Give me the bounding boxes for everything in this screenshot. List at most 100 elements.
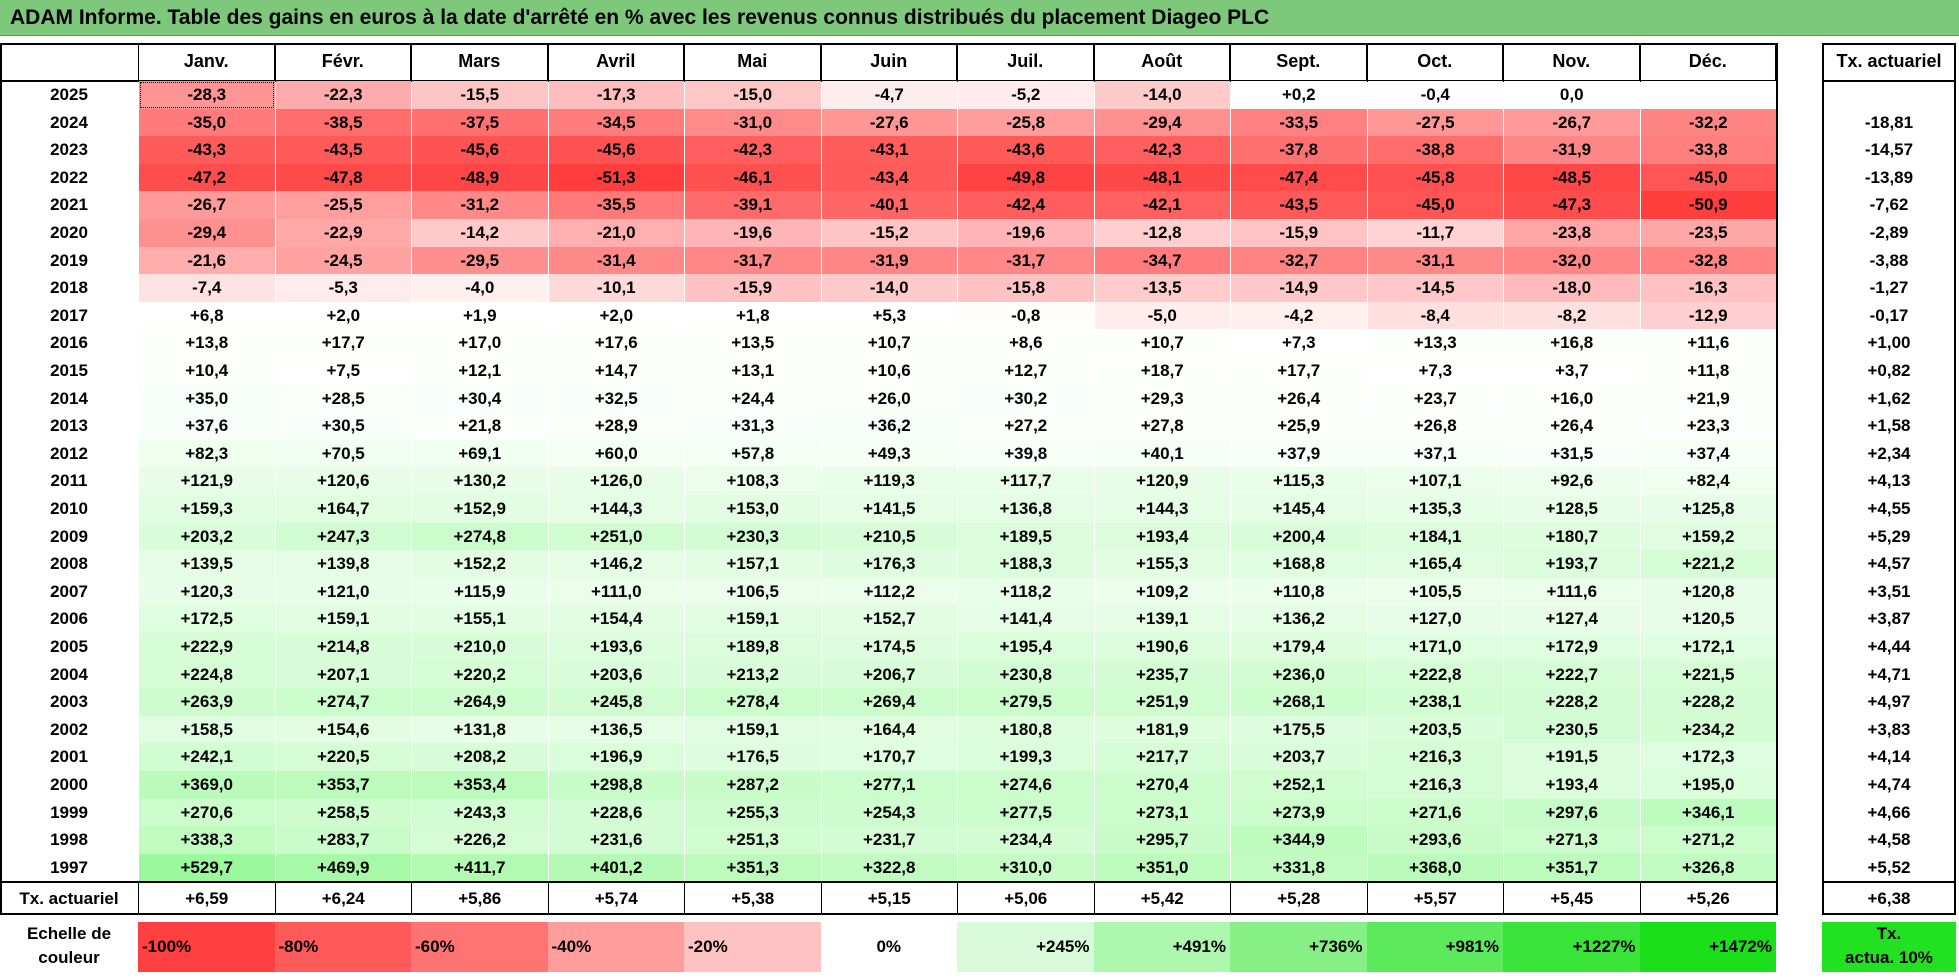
table-cell[interactable]: +164,7: [275, 495, 411, 523]
table-cell[interactable]: +193,7: [1504, 550, 1640, 578]
table-cell[interactable]: -22,3: [275, 81, 411, 109]
table-cell[interactable]: +164,4: [821, 715, 957, 744]
table-cell[interactable]: +153,0: [685, 495, 821, 523]
table-cell[interactable]: +128,5: [1504, 495, 1640, 523]
table-cell[interactable]: +351,7: [1504, 853, 1640, 882]
table-cell[interactable]: -48,5: [1504, 163, 1640, 192]
table-cell[interactable]: +154,6: [275, 715, 411, 744]
table-cell[interactable]: +207,1: [275, 660, 411, 689]
table-cell[interactable]: +234,4: [958, 826, 1094, 854]
table-cell[interactable]: +57,8: [685, 439, 821, 468]
table-cell[interactable]: +7,5: [275, 357, 411, 385]
table-cell[interactable]: -45,0: [1640, 163, 1776, 192]
table-cell[interactable]: +125,8: [1640, 495, 1776, 523]
table-cell[interactable]: +159,3: [139, 495, 275, 523]
table-cell[interactable]: +115,3: [1231, 467, 1367, 495]
table-cell[interactable]: -12,9: [1640, 301, 1776, 330]
table-cell[interactable]: +228,2: [1640, 688, 1776, 716]
table-cell[interactable]: +23,3: [1640, 412, 1776, 440]
table-cell[interactable]: +271,2: [1640, 826, 1776, 854]
table-cell[interactable]: +115,9: [412, 577, 548, 606]
table-cell[interactable]: -43,6: [958, 136, 1094, 164]
table-cell[interactable]: +154,4: [548, 605, 684, 633]
table-cell[interactable]: +252,1: [1231, 771, 1367, 799]
table-cell[interactable]: +175,5: [1231, 715, 1367, 744]
table-cell[interactable]: +247,3: [275, 522, 411, 551]
table-cell[interactable]: +127,4: [1504, 605, 1640, 633]
table-cell[interactable]: +206,7: [821, 660, 957, 689]
table-cell[interactable]: +273,9: [1231, 798, 1367, 827]
table-cell[interactable]: +141,5: [821, 495, 957, 523]
table-cell[interactable]: +238,1: [1367, 688, 1503, 716]
table-cell[interactable]: -31,4: [548, 246, 684, 275]
table-cell[interactable]: +17,0: [412, 329, 548, 357]
table-cell[interactable]: +120,9: [1094, 467, 1230, 495]
table-cell[interactable]: -33,5: [1231, 108, 1367, 137]
table-cell[interactable]: -47,2: [139, 163, 275, 192]
table-cell[interactable]: +136,5: [548, 715, 684, 744]
table-cell[interactable]: +196,9: [548, 743, 684, 771]
table-cell[interactable]: +130,2: [412, 467, 548, 495]
table-cell[interactable]: +7,3: [1231, 329, 1367, 357]
table-cell[interactable]: -31,7: [685, 246, 821, 275]
table-cell[interactable]: +213,2: [685, 660, 821, 689]
table-cell[interactable]: +112,2: [821, 577, 957, 606]
table-cell[interactable]: +180,8: [958, 715, 1094, 744]
table-cell[interactable]: +144,3: [548, 495, 684, 523]
table-cell[interactable]: -25,8: [958, 108, 1094, 137]
table-cell[interactable]: +13,3: [1367, 329, 1503, 357]
table-cell[interactable]: +168,8: [1231, 550, 1367, 578]
table-cell[interactable]: +152,2: [412, 550, 548, 578]
table-cell[interactable]: +214,8: [275, 633, 411, 661]
table-cell[interactable]: -33,8: [1640, 136, 1776, 164]
table-cell[interactable]: +14,7: [548, 357, 684, 385]
table-cell[interactable]: +368,0: [1367, 853, 1503, 882]
table-cell[interactable]: -25,5: [275, 191, 411, 219]
table-cell[interactable]: +274,8: [412, 522, 548, 551]
table-cell[interactable]: +228,6: [548, 798, 684, 827]
table-cell[interactable]: +152,9: [412, 495, 548, 523]
table-cell[interactable]: +189,5: [958, 522, 1094, 551]
table-cell[interactable]: +193,4: [1094, 522, 1230, 551]
table-cell[interactable]: -13,5: [1094, 274, 1230, 302]
table-cell[interactable]: -51,3: [548, 163, 684, 192]
table-cell[interactable]: -14,5: [1367, 274, 1503, 302]
table-cell[interactable]: +111,6: [1504, 577, 1640, 606]
table-cell[interactable]: +222,7: [1504, 660, 1640, 689]
table-cell[interactable]: -35,0: [139, 108, 275, 137]
table-cell[interactable]: +17,7: [275, 329, 411, 357]
table-cell[interactable]: +216,3: [1367, 771, 1503, 799]
table-cell[interactable]: +203,7: [1231, 743, 1367, 771]
table-cell[interactable]: +271,6: [1367, 798, 1503, 827]
table-cell[interactable]: +165,4: [1367, 550, 1503, 578]
table-cell[interactable]: +26,0: [821, 384, 957, 413]
table-cell[interactable]: -10,1: [548, 274, 684, 302]
table-cell[interactable]: -32,0: [1504, 246, 1640, 275]
table-cell[interactable]: +29,3: [1094, 384, 1230, 413]
table-cell[interactable]: +172,3: [1640, 743, 1776, 771]
table-cell[interactable]: +231,6: [548, 826, 684, 854]
table-cell[interactable]: -15,9: [1231, 219, 1367, 247]
table-cell[interactable]: +251,3: [685, 826, 821, 854]
table-cell[interactable]: -16,3: [1640, 274, 1776, 302]
table-cell[interactable]: +230,8: [958, 660, 1094, 689]
table-cell[interactable]: +13,1: [685, 357, 821, 385]
table-cell[interactable]: +245,8: [548, 688, 684, 716]
table-cell[interactable]: -15,0: [685, 81, 821, 109]
table-cell[interactable]: +199,3: [958, 743, 1094, 771]
table-cell[interactable]: +297,6: [1504, 798, 1640, 827]
table-cell[interactable]: +322,8: [821, 853, 957, 882]
table-cell[interactable]: +120,8: [1640, 577, 1776, 606]
table-cell[interactable]: +109,2: [1094, 577, 1230, 606]
table-cell[interactable]: +30,4: [412, 384, 548, 413]
table-cell[interactable]: +35,0: [139, 384, 275, 413]
table-cell[interactable]: +126,0: [548, 467, 684, 495]
table-cell[interactable]: +230,3: [685, 522, 821, 551]
table-cell[interactable]: +274,6: [958, 771, 1094, 799]
table-cell[interactable]: -4,7: [821, 81, 957, 109]
table-cell[interactable]: +469,9: [275, 853, 411, 882]
table-cell[interactable]: +139,1: [1094, 605, 1230, 633]
table-cell[interactable]: +220,5: [275, 743, 411, 771]
table-cell[interactable]: +193,6: [548, 633, 684, 661]
table-cell[interactable]: +158,5: [139, 715, 275, 744]
